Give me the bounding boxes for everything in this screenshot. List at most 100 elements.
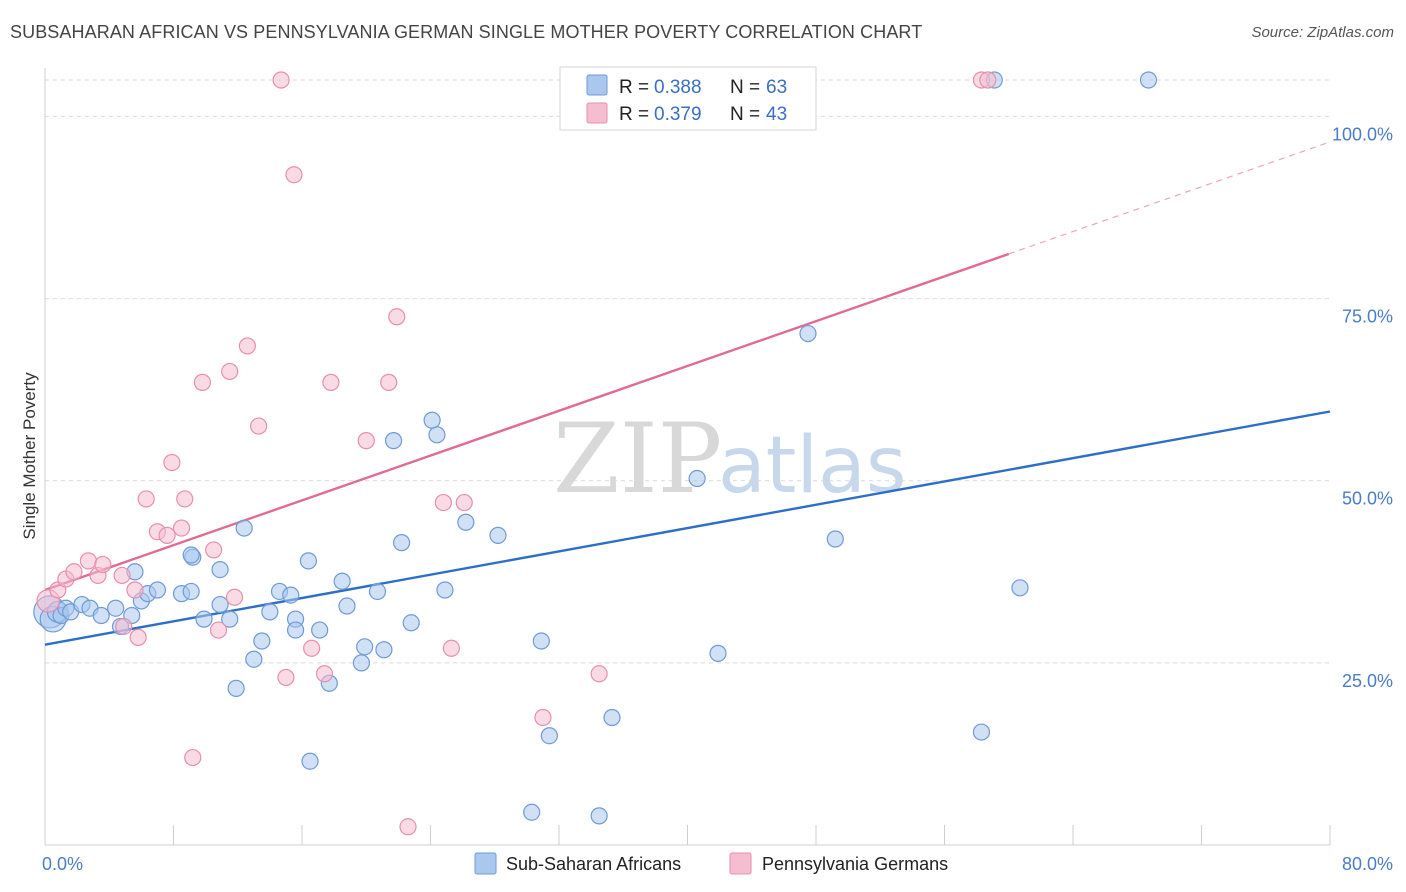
- point-pink-7: [113, 566, 131, 585]
- point-blue-45: [402, 614, 420, 632]
- point-pink-38: [534, 708, 552, 727]
- point-blue-8: [92, 606, 110, 625]
- point-blue-53: [540, 727, 558, 745]
- point-blue-32: [286, 621, 305, 639]
- point-blue-17: [182, 582, 200, 601]
- point-blue-25: [235, 519, 253, 537]
- point-pink-21: [221, 362, 239, 381]
- y-tick-label-50: 50.0%: [1342, 489, 1393, 509]
- y-axis-title: Single Mother Poverty: [20, 372, 39, 540]
- point-pink-25: [272, 71, 290, 89]
- point-blue-49: [457, 513, 475, 531]
- series-legend: Sub-Saharan Africans Pennsylvania German…: [474, 852, 948, 875]
- point-pink-22: [225, 588, 244, 606]
- point-pink-15: [172, 519, 191, 537]
- legend-n-label-blue: N =: [730, 77, 760, 98]
- point-pink-17: [184, 748, 202, 767]
- point-blue-46: [423, 411, 441, 429]
- point-blue-59: [826, 530, 844, 548]
- point-blue-44: [392, 534, 411, 552]
- watermark: ZIP atlas: [553, 403, 907, 515]
- watermark-atlas: atlas: [718, 421, 907, 511]
- legend-r-label-pink: R =: [619, 104, 649, 125]
- point-pink-23: [238, 337, 256, 355]
- point-pink-30: [322, 373, 340, 391]
- point-blue-39: [352, 654, 371, 672]
- source-credit: Source: ZipAtlas.com: [1251, 24, 1394, 41]
- point-blue-60: [972, 723, 991, 741]
- y-tick-label-100: 100.0%: [1332, 124, 1393, 144]
- point-pink-32: [380, 373, 398, 391]
- point-blue-37: [333, 572, 351, 590]
- point-pink-3: [65, 563, 83, 581]
- point-blue-30: [282, 586, 300, 604]
- point-blue-24: [227, 679, 245, 697]
- point-blue-51: [523, 803, 541, 821]
- correlation-legend: R = 0.388 N = 63 R = 0.379 N = 43: [559, 66, 817, 131]
- point-pink-26: [277, 668, 295, 687]
- point-pink-31: [357, 432, 375, 450]
- legend-label-pennsylvania: Pennsylvania Germans: [762, 854, 948, 874]
- point-pink-10: [129, 628, 147, 646]
- point-blue-40: [356, 638, 374, 656]
- watermark-zip: ZIP: [553, 403, 722, 515]
- point-blue-58: [799, 324, 817, 343]
- point-blue-15: [148, 581, 167, 599]
- point-blue-38: [338, 597, 356, 615]
- point-pink-34: [399, 818, 417, 836]
- point-blue-35: [311, 621, 329, 639]
- point-blue-28: [261, 603, 279, 621]
- point-blue-27: [253, 632, 271, 650]
- legend-swatch-pennsylvania: [729, 852, 752, 875]
- y-tick-label-25: 25.0%: [1342, 671, 1393, 691]
- trend-line-pink-projection: [1008, 141, 1331, 255]
- point-pink-29: [315, 665, 334, 683]
- point-pink-24: [250, 417, 268, 435]
- point-pink-19: [205, 541, 223, 559]
- point-blue-26: [245, 650, 263, 668]
- point-blue-54: [590, 807, 608, 825]
- legend-swatch-pink: [586, 102, 608, 124]
- legend-r-label-blue: R =: [619, 77, 649, 98]
- point-blue-50: [489, 526, 507, 544]
- point-blue-9: [107, 599, 125, 617]
- point-pink-35: [434, 493, 452, 512]
- x-tick-label-1: 80.0%: [1342, 854, 1393, 874]
- legend-r-value-pink: 0.379: [654, 104, 702, 125]
- point-pink-13: [158, 526, 176, 544]
- point-pink-39: [590, 665, 608, 683]
- point-blue-21: [211, 595, 229, 614]
- legend-r-value-blue: 0.388: [654, 77, 702, 98]
- point-blue-48: [436, 581, 454, 599]
- point-blue-22: [211, 560, 229, 579]
- trend-line-blue: [44, 410, 1331, 646]
- legend-n-value-blue: 63: [766, 77, 787, 98]
- axes: [44, 68, 1331, 846]
- chart-title: SUBSAHARAN AFRICAN VS PENNSYLVANIA GERMA…: [10, 22, 923, 42]
- legend-swatch-sub-saharan: [474, 852, 497, 875]
- point-blue-55: [603, 708, 621, 727]
- point-pink-27: [285, 166, 303, 184]
- point-pink-33: [388, 308, 406, 326]
- trend-lines: [44, 141, 1331, 646]
- legend-n-label-pink: N =: [730, 104, 760, 125]
- point-pink-9: [126, 581, 144, 599]
- point-pink-20: [209, 621, 228, 639]
- point-blue-63: [1139, 71, 1158, 89]
- point-blue-42: [375, 641, 393, 659]
- point-blue-23: [221, 610, 239, 628]
- point-pink-42: [979, 71, 997, 89]
- tick-labels: 25.0% 50.0% 75.0% 100.0% 0.0% 80.0%: [42, 124, 1393, 874]
- point-blue-61: [1011, 579, 1029, 597]
- point-pink-28: [303, 639, 321, 657]
- point-blue-34: [301, 752, 319, 770]
- point-blue-57: [709, 644, 727, 662]
- point-pink-6: [94, 555, 112, 574]
- point-blue-41: [368, 582, 387, 601]
- point-pink-11: [137, 490, 155, 508]
- point-blue-52: [532, 632, 550, 650]
- point-blue-43: [384, 432, 403, 450]
- point-pink-4: [79, 552, 97, 570]
- point-pink-36: [442, 639, 460, 657]
